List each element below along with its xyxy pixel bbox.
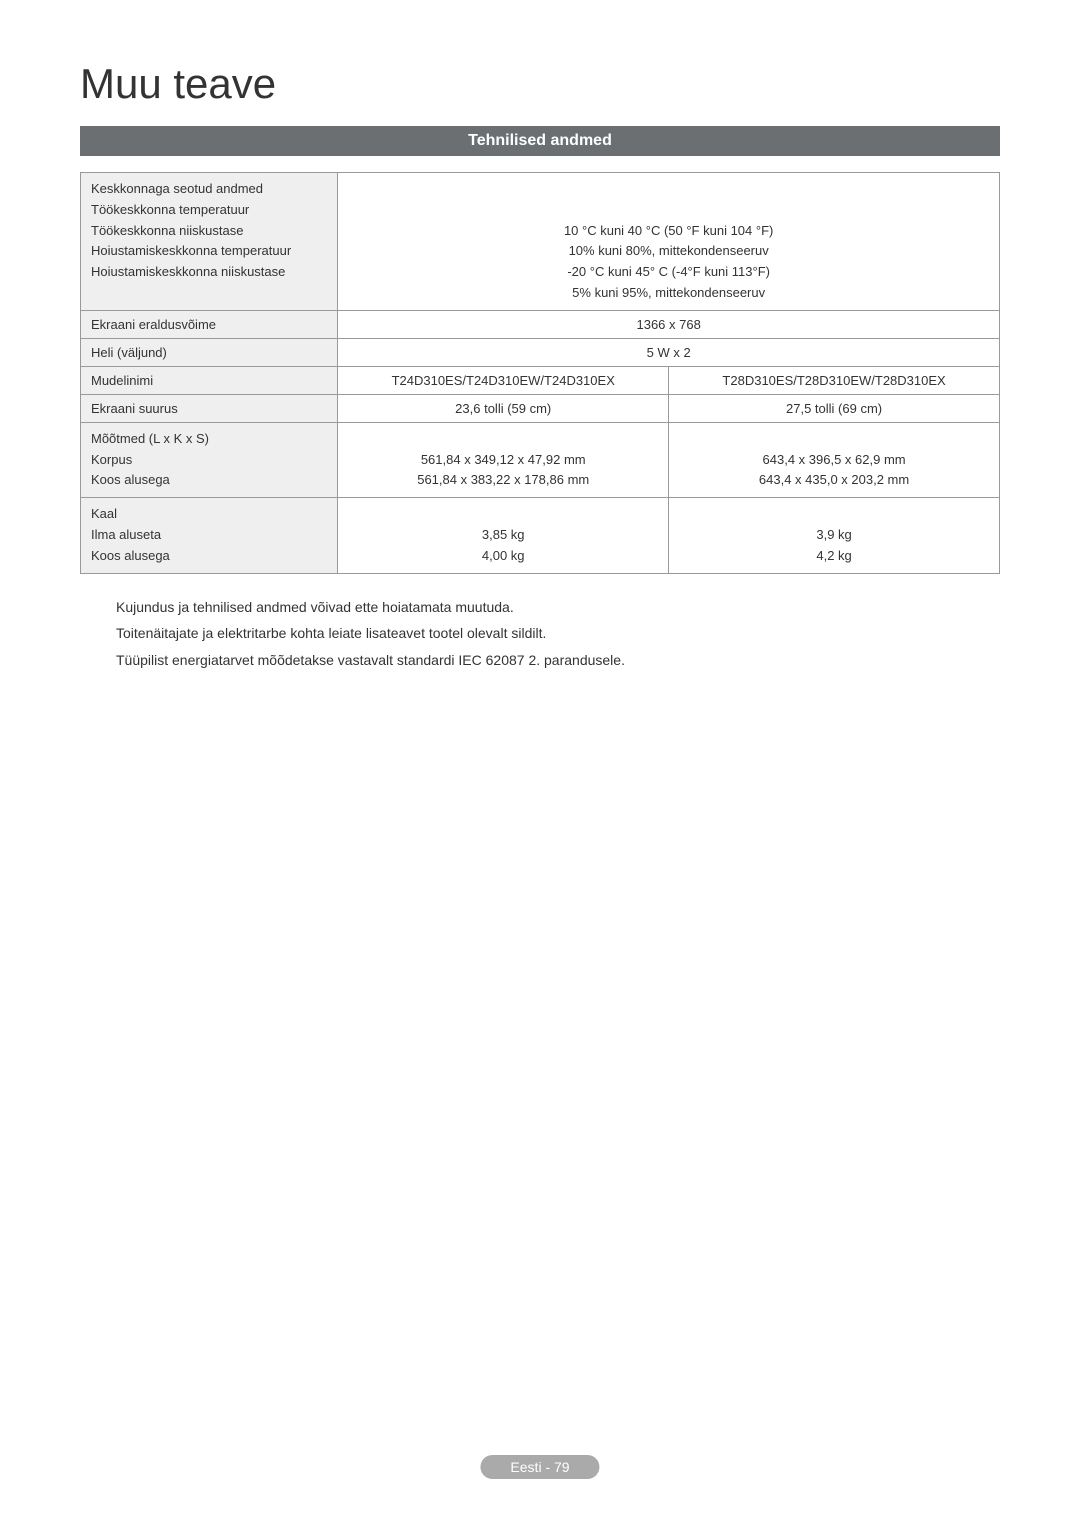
screensize-label: Ekraani suurus	[81, 394, 338, 422]
env-value-1: 10% kuni 80%, mittekondenseeruv	[348, 241, 989, 262]
screensize-col1: 23,6 tolli (59 cm)	[338, 394, 669, 422]
note-0: Kujundus ja tehnilised andmed võivad ett…	[116, 594, 1000, 621]
env-label-2: Töökeskkonna niiskustase	[91, 221, 327, 242]
weight-col2-1: 4,2 kg	[679, 546, 989, 567]
env-label-cell: Keskkonnaga seotud andmed Töökeskkonna t…	[81, 173, 338, 311]
env-label-3: Hoiustamiskeskkonna temperatuur	[91, 241, 327, 262]
weight-col2: 3,9 kg 4,2 kg	[669, 498, 1000, 573]
dim-col2-1: 643,4 x 435,0 x 203,2 mm	[679, 470, 989, 491]
table-row-dimensions: Mõõtmed (L x K x S) Korpus Koos alusega …	[81, 422, 1000, 497]
table-row-resolution: Ekraani eraldusvõime 1366 x 768	[81, 310, 1000, 338]
note-1: Toitenäitajate ja elektritarbe kohta lei…	[116, 620, 1000, 647]
dim-col1-1: 561,84 x 383,22 x 178,86 mm	[348, 470, 658, 491]
env-label-0: Keskkonnaga seotud andmed	[91, 179, 327, 200]
env-value-0: 10 °C kuni 40 °C (50 °F kuni 104 °F)	[348, 221, 989, 242]
dim-label-1: Korpus	[91, 450, 327, 471]
resolution-label: Ekraani eraldusvõime	[81, 310, 338, 338]
table-row-screensize: Ekraani suurus 23,6 tolli (59 cm) 27,5 t…	[81, 394, 1000, 422]
dimensions-col2: 643,4 x 396,5 x 62,9 mm 643,4 x 435,0 x …	[669, 422, 1000, 497]
notes-section: Kujundus ja tehnilised andmed võivad ett…	[116, 594, 1000, 674]
sound-label: Heli (väljund)	[81, 338, 338, 366]
model-col2: T28D310ES/T28D310EW/T28D310EX	[669, 366, 1000, 394]
table-row-weight: Kaal Ilma aluseta Koos alusega 3,85 kg 4…	[81, 498, 1000, 573]
dim-col2-0: 643,4 x 396,5 x 62,9 mm	[679, 450, 989, 471]
page-title: Muu teave	[80, 60, 1000, 108]
table-row-env: Keskkonnaga seotud andmed Töökeskkonna t…	[81, 173, 1000, 311]
dimensions-label-cell: Mõõtmed (L x K x S) Korpus Koos alusega	[81, 422, 338, 497]
screensize-col2: 27,5 tolli (69 cm)	[669, 394, 1000, 422]
section-header: Tehnilised andmed	[80, 126, 1000, 156]
dim-label-0: Mõõtmed (L x K x S)	[91, 429, 327, 450]
env-value-cell: 10 °C kuni 40 °C (50 °F kuni 104 °F) 10%…	[338, 173, 1000, 311]
note-2: Tüüpilist energiatarvet mõõdetakse vasta…	[116, 647, 1000, 674]
sound-value: 5 W x 2	[338, 338, 1000, 366]
env-value-2: -20 °C kuni 45° C (-4°F kuni 113°F)	[348, 262, 989, 283]
table-row-model: Mudelinimi T24D310ES/T24D310EW/T24D310EX…	[81, 366, 1000, 394]
weight-label-cell: Kaal Ilma aluseta Koos alusega	[81, 498, 338, 573]
page-footer: Eesti - 79	[480, 1455, 599, 1479]
spec-table: Keskkonnaga seotud andmed Töökeskkonna t…	[80, 172, 1000, 574]
env-label-4: Hoiustamiskeskkonna niiskustase	[91, 262, 327, 283]
dim-label-2: Koos alusega	[91, 470, 327, 491]
weight-label-0: Kaal	[91, 504, 327, 525]
dimensions-col1: 561,84 x 349,12 x 47,92 mm 561,84 x 383,…	[338, 422, 669, 497]
weight-col2-0: 3,9 kg	[679, 525, 989, 546]
dim-col1-0: 561,84 x 349,12 x 47,92 mm	[348, 450, 658, 471]
env-value-3: 5% kuni 95%, mittekondenseeruv	[348, 283, 989, 304]
weight-col1-0: 3,85 kg	[348, 525, 658, 546]
weight-label-1: Ilma aluseta	[91, 525, 327, 546]
weight-col1: 3,85 kg 4,00 kg	[338, 498, 669, 573]
model-label: Mudelinimi	[81, 366, 338, 394]
env-label-1: Töökeskkonna temperatuur	[91, 200, 327, 221]
model-col1: T24D310ES/T24D310EW/T24D310EX	[338, 366, 669, 394]
weight-label-2: Koos alusega	[91, 546, 327, 567]
table-row-sound: Heli (väljund) 5 W x 2	[81, 338, 1000, 366]
resolution-value: 1366 x 768	[338, 310, 1000, 338]
weight-col1-1: 4,00 kg	[348, 546, 658, 567]
